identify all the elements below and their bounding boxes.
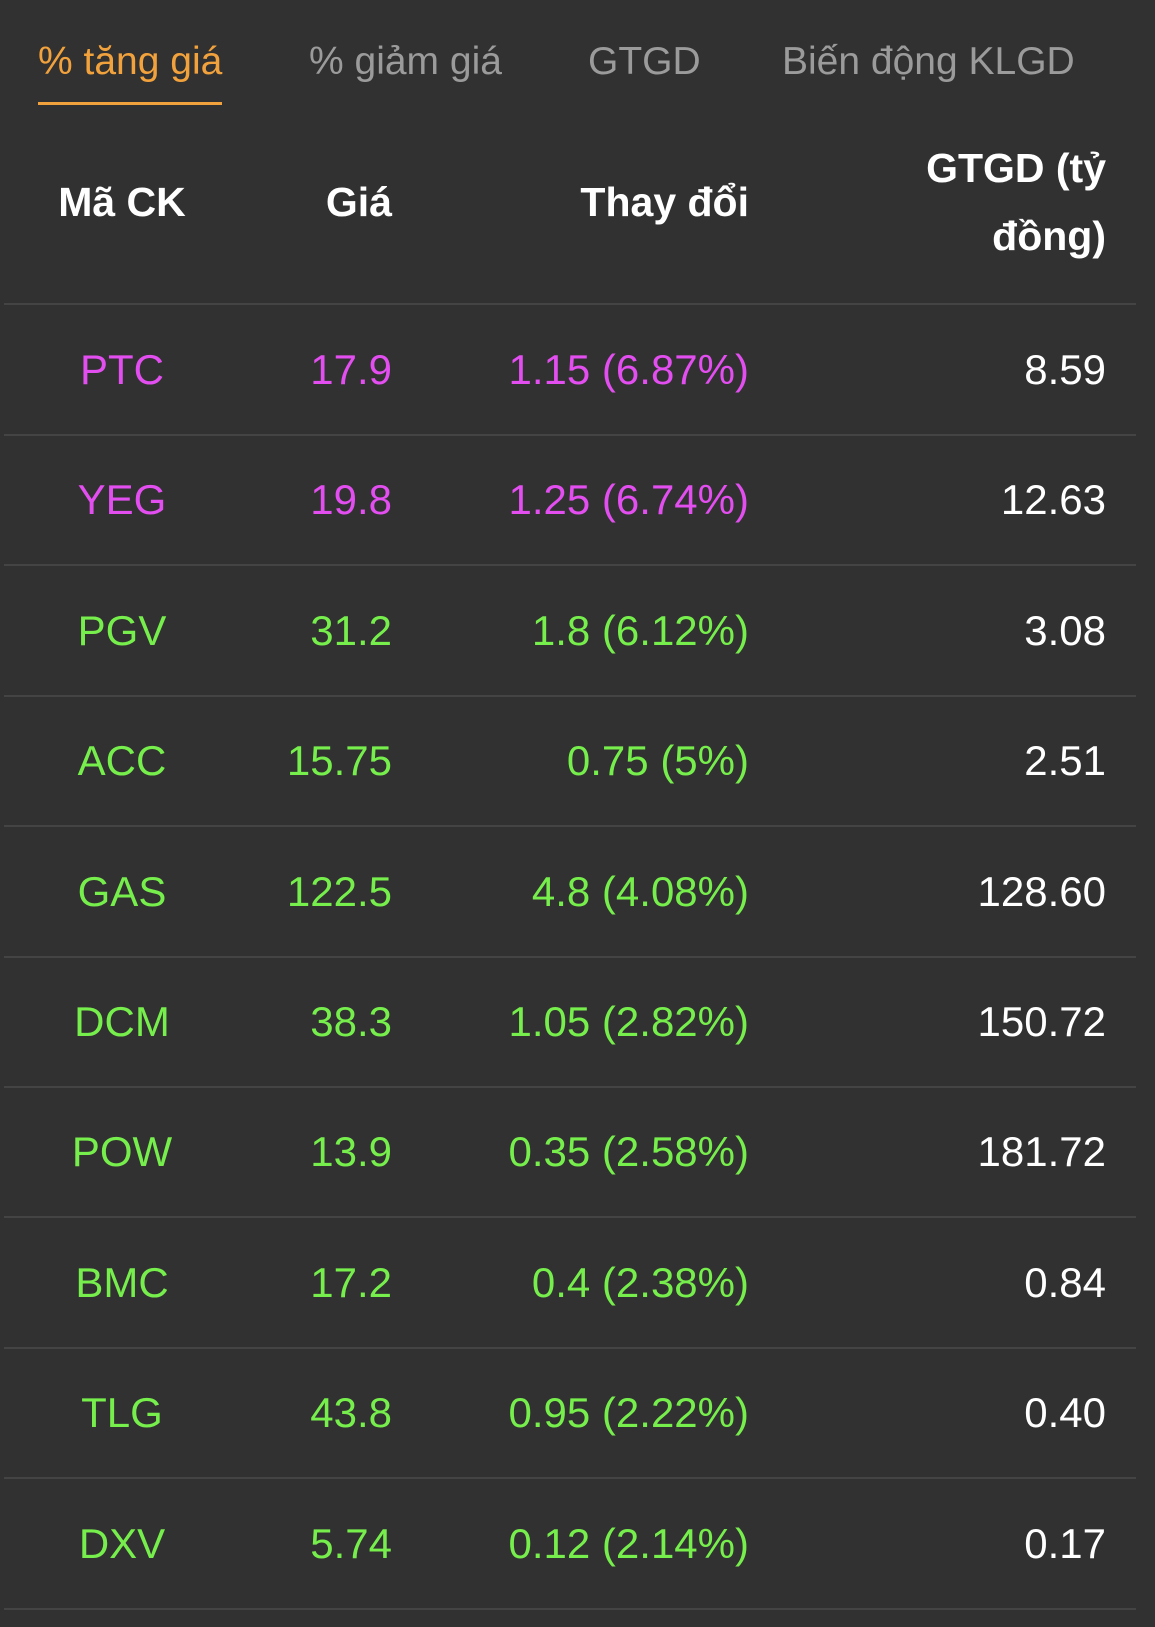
ticker: PTC [80, 346, 164, 393]
ticker: TLG [81, 1389, 163, 1437]
cell-value: 4.8 (4.08%) [531, 867, 749, 915]
header-separator [4, 303, 1136, 305]
cell-value: 150.72 [977, 998, 1106, 1045]
cell-value: 122.5 [286, 867, 392, 915]
cell-value: 38.3 [310, 998, 392, 1045]
cell-value: 12.63 [1000, 476, 1106, 524]
cell-value: 2.51 [1024, 737, 1106, 785]
cell-value: 181.72 [977, 1128, 1106, 1176]
cell-value: 43.8 [310, 1389, 392, 1437]
cell-value: 0.4 (2.38%) [531, 1258, 749, 1306]
cell-value: 1.25 (6.74%) [508, 476, 749, 524]
cell-value: 19.8 [310, 476, 392, 524]
tab[interactable]: % giảm giá [309, 40, 502, 83]
cell-value: 13.9 [310, 1128, 392, 1176]
cell-value: 0.12 (2.14%) [508, 1519, 749, 1567]
cell-value: 1.05 (2.82%) [508, 998, 749, 1045]
row-separator [4, 1216, 1136, 1219]
ticker: ACC [77, 737, 167, 785]
row-separator [4, 564, 1136, 567]
row-separator [4, 1607, 1136, 1610]
ticker: BMC [75, 1258, 169, 1306]
cell-value: 1.8 (6.12%) [531, 606, 749, 654]
cell-value: 0.35 (2.58%) [508, 1128, 749, 1176]
column-header: Mã CK [58, 179, 186, 225]
cell-value: 5.74 [310, 1519, 392, 1567]
ticker: DCM [74, 998, 170, 1045]
cell-value: 0.95 (2.22%) [508, 1389, 749, 1437]
cell-value: 0.40 [1024, 1389, 1106, 1437]
cell-value: 17.9 [310, 346, 392, 393]
cell-value: 0.17 [1024, 1519, 1106, 1567]
ticker: YEG [77, 476, 167, 524]
ticker: PGV [77, 606, 167, 654]
tab[interactable]: GTGD [588, 40, 701, 83]
tab-underline [38, 102, 222, 105]
row-separator [4, 1086, 1136, 1088]
row-separator [4, 955, 1136, 958]
tab[interactable]: Biến động KLGD [782, 40, 1075, 83]
cell-value: 128.60 [977, 867, 1106, 915]
column-header: Thay đổi [580, 179, 749, 225]
cell-value: 1.15 (6.87%) [508, 346, 749, 393]
ticker: GAS [77, 867, 167, 915]
column-header: GTGD (tỷ đồng) [926, 145, 1106, 259]
row-separator [4, 434, 1136, 436]
cell-value: 0.75 (5%) [566, 737, 749, 785]
cell-value: 15.75 [286, 737, 392, 785]
row-separator [4, 694, 1136, 697]
tab[interactable]: % tăng giá [38, 40, 223, 83]
ticker: POW [71, 1128, 173, 1176]
ticker: DXV [78, 1519, 166, 1567]
row-separator [4, 825, 1136, 828]
row-separator [4, 1346, 1136, 1349]
cell-value: 8.59 [1024, 346, 1106, 393]
cell-value: 3.08 [1024, 606, 1106, 654]
cell-value: 0.84 [1024, 1258, 1106, 1306]
column-header: Giá [325, 179, 392, 225]
cell-value: 17.2 [310, 1258, 392, 1306]
cell-value: 31.2 [310, 606, 392, 654]
row-separator [4, 1477, 1136, 1480]
